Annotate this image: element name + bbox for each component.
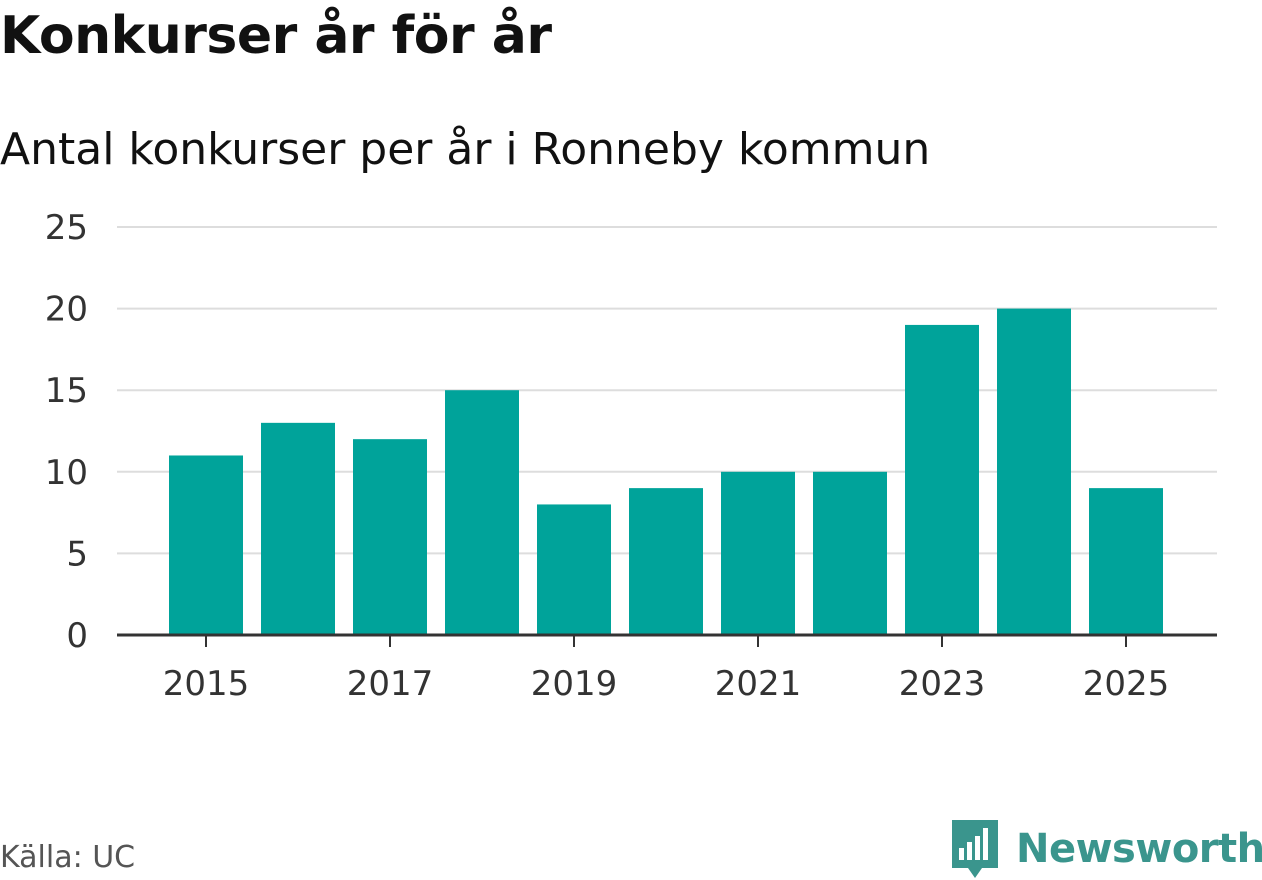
bar-2019: [537, 504, 611, 635]
x-tick-label: 2025: [1083, 664, 1170, 704]
x-tick-label: 2017: [347, 664, 434, 704]
bar-2024: [997, 308, 1071, 635]
y-tick-labels: 0 5 10 15 20 25: [45, 208, 88, 656]
newsworthy-logo-icon: [952, 820, 998, 878]
y-tick-label: 0: [66, 616, 88, 656]
bar-2022: [813, 471, 887, 635]
axes: [117, 633, 1217, 647]
bar-2015: [169, 455, 243, 635]
y-tick-label: 5: [66, 534, 88, 574]
y-tick-label: 10: [45, 453, 88, 493]
y-tick-label: 20: [45, 290, 88, 330]
bar-2021: [721, 471, 795, 635]
y-tick-label: 25: [45, 208, 88, 248]
brand-name: Newsworthy: [1016, 826, 1262, 872]
x-tick-label: 2023: [899, 664, 986, 704]
brand: Newsworthy: [950, 818, 1262, 880]
source-note: Källa: UC: [0, 840, 136, 875]
bars: [169, 308, 1163, 635]
bar-2023: [905, 324, 979, 635]
x-tick-label: 2019: [531, 664, 618, 704]
chart-subtitle: Antal konkurser per år i Ronneby kommun: [0, 124, 931, 175]
bar-2025: [1089, 488, 1163, 635]
x-tick-labels: 2015 2017 2019 2021 2023 2025: [163, 664, 1170, 704]
chart-title: Konkurser år för år: [0, 6, 552, 66]
x-tick-label: 2021: [715, 664, 802, 704]
bar-2020: [629, 488, 703, 635]
bar-2017: [353, 439, 427, 635]
y-tick-label: 15: [45, 371, 88, 411]
x-tick-label: 2015: [163, 664, 250, 704]
bar-2018: [445, 390, 519, 635]
bar-2016: [261, 422, 335, 635]
